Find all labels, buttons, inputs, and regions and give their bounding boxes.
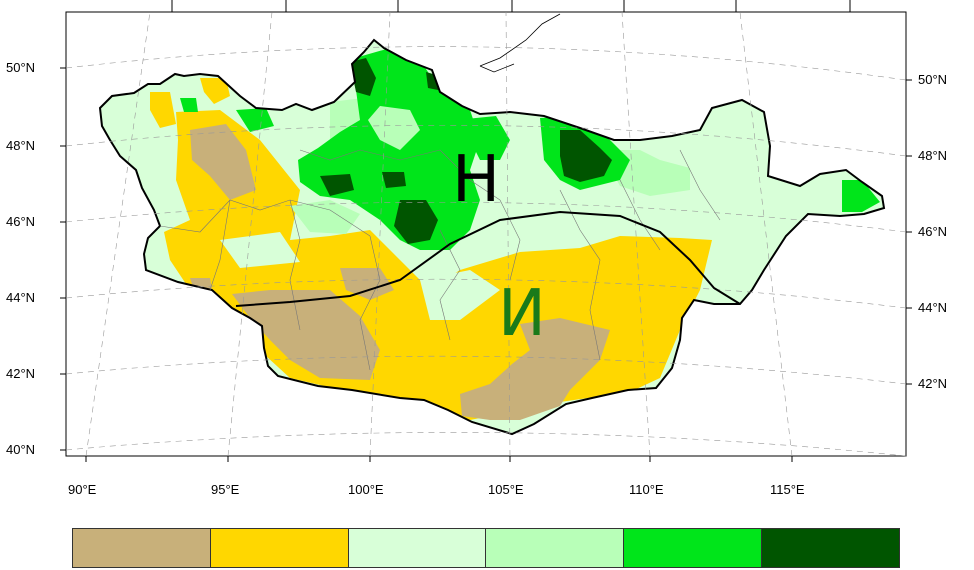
lat-label-right-46: 46°N (918, 224, 948, 239)
lon-label-95: 95°E (211, 482, 240, 497)
boundary-curve (235, 210, 741, 307)
axis-ticks (60, 0, 912, 462)
lon-label-110: 110°E (629, 482, 664, 497)
lat-label-right-44: 44°N (918, 300, 948, 315)
lat-label-left-50: 50°N (6, 60, 36, 75)
legend-swatch-4 (486, 529, 625, 567)
lat-label-left-40: 40°N (6, 442, 36, 457)
lat-label-right-48: 48°N (918, 148, 948, 163)
precipitation-fill (100, 40, 884, 434)
legend-swatch-5 (624, 529, 763, 567)
legend-swatch-2 (210, 529, 349, 567)
province-boundaries (159, 149, 721, 371)
lon-label-105: 105°E (488, 482, 524, 497)
lat-label-right-50: 50°N (918, 72, 948, 87)
lon-label-90: 90°E (68, 482, 97, 497)
lat-label-left-48: 48°N (6, 138, 36, 153)
legend-swatch-3 (348, 529, 487, 567)
graticule (65, 11, 907, 457)
region-label-h: H (452, 143, 501, 217)
lat-label-left-44: 44°N (6, 290, 36, 305)
legend-swatch-6 (762, 529, 899, 567)
color-legend (72, 528, 900, 568)
lake-outline (479, 13, 561, 73)
region-label-i: И (498, 277, 546, 351)
lon-label-115: 115°E (770, 482, 805, 497)
legend-swatch-1 (73, 529, 211, 567)
lon-label-100: 100°E (348, 482, 384, 497)
lat-label-left-42: 42°N (6, 366, 36, 381)
lat-label-right-42: 42°N (918, 376, 948, 391)
lat-label-left-46: 46°N (6, 214, 36, 229)
